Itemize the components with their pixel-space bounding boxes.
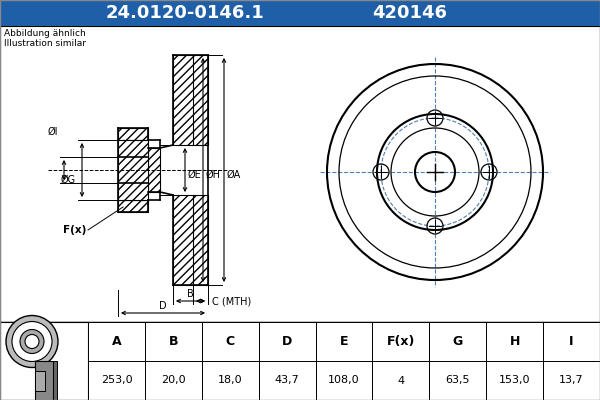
Bar <box>202 361 259 400</box>
Text: B: B <box>169 335 178 348</box>
Text: 153,0: 153,0 <box>499 376 530 386</box>
Bar <box>88 361 145 400</box>
Bar <box>0 26 600 322</box>
Bar <box>543 322 600 361</box>
Text: 420146: 420146 <box>373 4 448 22</box>
Text: 20,0: 20,0 <box>161 376 185 386</box>
Text: 253,0: 253,0 <box>101 376 132 386</box>
Bar <box>0 0 600 26</box>
Text: 18,0: 18,0 <box>218 376 242 386</box>
Text: Abbildung ähnlich: Abbildung ähnlich <box>4 30 86 38</box>
Text: D: D <box>159 301 167 311</box>
Bar <box>259 361 316 400</box>
Circle shape <box>25 334 39 348</box>
Text: 63,5: 63,5 <box>446 376 470 386</box>
Text: 43,7: 43,7 <box>275 376 299 386</box>
Text: C: C <box>226 335 235 348</box>
Circle shape <box>20 330 44 354</box>
Text: A: A <box>112 335 121 348</box>
Bar <box>35 360 53 400</box>
Text: 108,0: 108,0 <box>328 376 360 386</box>
Text: H: H <box>509 335 520 348</box>
Text: F(x): F(x) <box>387 335 415 348</box>
Bar <box>0 322 88 400</box>
Text: G: G <box>452 335 463 348</box>
Bar <box>173 55 208 145</box>
Bar <box>118 200 148 212</box>
Bar <box>145 361 202 400</box>
Bar <box>148 148 160 192</box>
Bar <box>88 322 145 361</box>
Bar <box>373 322 430 361</box>
Text: B: B <box>187 289 194 299</box>
Text: ØH: ØH <box>206 170 221 180</box>
Bar <box>173 195 208 285</box>
Bar <box>430 322 486 361</box>
Bar <box>145 322 202 361</box>
Circle shape <box>12 322 52 362</box>
Bar <box>543 361 600 400</box>
Bar <box>486 361 543 400</box>
Text: D: D <box>282 335 292 348</box>
Text: F(x): F(x) <box>62 225 86 235</box>
Text: ØE: ØE <box>188 170 202 180</box>
Bar <box>259 322 316 361</box>
Text: E: E <box>340 335 348 348</box>
Text: I: I <box>569 335 574 348</box>
Text: ØI: ØI <box>47 127 58 137</box>
Bar <box>202 322 259 361</box>
Text: ØG: ØG <box>61 175 76 185</box>
Bar <box>316 322 373 361</box>
Text: 4: 4 <box>397 376 404 386</box>
Text: 24.0120-0146.1: 24.0120-0146.1 <box>106 4 265 22</box>
Circle shape <box>6 316 58 368</box>
Bar <box>35 370 45 390</box>
Text: 13,7: 13,7 <box>559 376 584 386</box>
Bar <box>53 360 57 400</box>
Text: Illustration similar: Illustration similar <box>4 40 86 48</box>
Bar <box>0 322 600 400</box>
Text: ØA: ØA <box>227 170 241 180</box>
Bar <box>373 361 430 400</box>
Bar <box>118 128 148 140</box>
Bar <box>118 140 148 200</box>
Bar <box>316 361 373 400</box>
Bar <box>430 361 486 400</box>
Bar <box>486 322 543 361</box>
Text: C (MTH): C (MTH) <box>212 296 251 306</box>
